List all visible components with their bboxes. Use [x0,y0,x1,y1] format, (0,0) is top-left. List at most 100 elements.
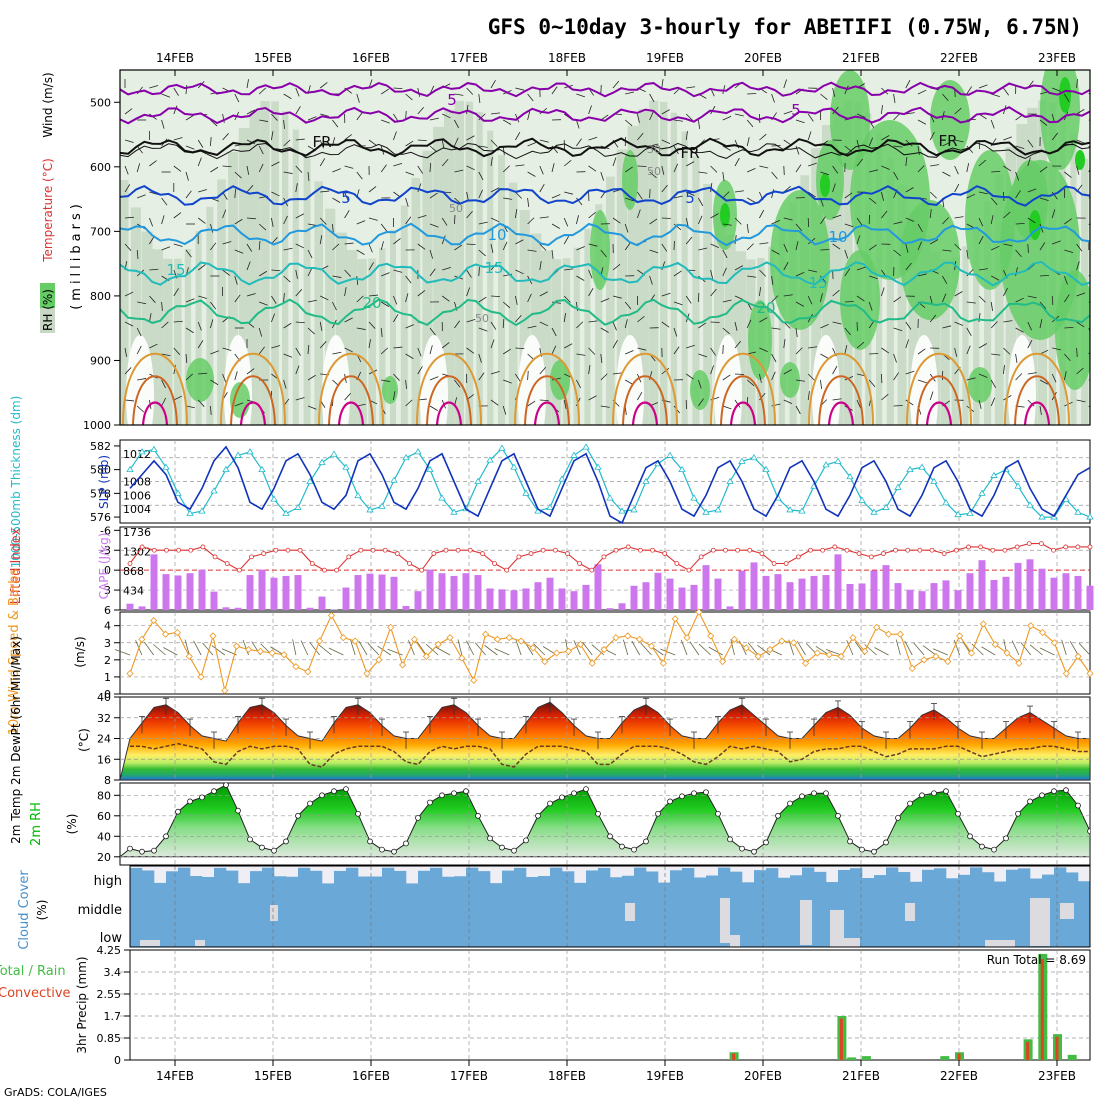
high-cloud-cell [814,871,827,893]
wind-barb [905,79,911,89]
thickness-point [798,507,806,514]
wind-barb [332,351,342,355]
wind-barb [393,391,396,401]
wind-barb [710,213,719,219]
wind-barb [600,373,608,381]
precip-panel-frame [129,949,1091,1061]
wind-barb [466,87,474,95]
rh-dry-gap [910,335,938,425]
wind-barb [929,391,934,401]
wind-barb [307,116,317,121]
rh-grey-column [368,258,376,425]
wind-barb [856,158,863,167]
axis-tick-label: 0 [104,688,111,701]
wind-barb [539,243,547,251]
lifted-index-point [808,547,813,553]
wind-barb [612,157,617,167]
wind-barb [454,320,461,329]
cape-bar [774,574,782,610]
mid-low-cloud-cell [886,893,899,947]
wind-barb [869,169,879,173]
wind-barb [527,171,536,177]
high-cloud-cell [406,883,419,893]
high-cloud-cell [538,876,551,893]
wind-barb [576,353,586,356]
wind-barb [1064,218,1072,225]
wind-barb [551,377,561,381]
rh-moist-patch [622,150,638,210]
rh-grey-column [670,112,678,425]
wind-barb [893,249,901,256]
wind-barb [417,183,422,193]
wind-barb [466,243,476,246]
thickness-point [582,443,590,450]
high-cloud-cell [502,870,515,893]
wind-barb [197,157,202,167]
surface-wind-barb [494,648,510,656]
wind-barb [771,275,774,285]
axis-tick-label: 40 [97,691,111,704]
wind-barb [966,193,976,199]
wind-barb [1076,243,1083,252]
wind-barb [929,191,937,199]
wind-barb [1003,165,1012,172]
high-cloud-cell [550,867,563,893]
thickness-point [366,506,374,513]
rh-grey-column [584,228,591,425]
cape-bar [642,582,650,610]
wind-barb [307,299,317,303]
wind-barb [685,113,693,121]
surface-wind-barb [747,642,759,656]
surface-wind-barb [309,642,320,656]
rh-grey-column [681,131,688,425]
wind-barb [954,216,964,219]
wind-barb [698,353,708,358]
contour-label: 15 [166,261,185,279]
mid-low-cloud-cell [514,893,527,947]
rh-point [607,833,613,840]
lifted-index-point [285,547,291,553]
wind-speed-point [280,651,288,659]
rh-grey-column [336,232,347,425]
rh-point [343,786,349,793]
rh-grey-column [163,258,173,425]
wind-barb [844,327,851,336]
rh-point [331,788,337,795]
wind-barb [478,171,484,181]
mid-low-cloud-cell [538,893,551,947]
rh-point [139,848,145,855]
wind-barb [1015,353,1018,363]
wind-speed-point [1074,652,1082,660]
wind-barb [746,379,755,387]
wind-speed-point [564,647,573,655]
wind-barb [600,249,607,258]
wind-barb [588,347,596,355]
wind-barb [173,137,183,141]
high-cloud-cell [742,882,755,893]
wind-barb [161,246,171,251]
wind-barb [429,268,436,277]
surface-wind-barb [573,640,581,656]
wind-barb [185,373,193,381]
wind-barb [429,192,438,199]
wind-barb [429,145,438,153]
rh-grey-column [919,235,931,425]
wind-barb [905,243,909,253]
high-cloud-cell [310,870,323,893]
wind-barb [405,140,414,147]
axis-tick-label: -6 [100,524,111,537]
wind-barb [685,236,693,245]
mid-low-cloud-cell [346,893,359,947]
wind-barb [234,371,238,381]
rh-grey-column [303,153,311,425]
wind-barb [405,216,412,225]
rh-grey-column [498,155,506,425]
wind-barb [405,171,415,176]
mid-low-cloud-cell [682,893,695,947]
wind-barb [832,321,842,325]
wind-barb [722,145,731,151]
wind-barb [283,275,291,283]
wind-barb [149,295,156,303]
precip-convective-bar [1055,1036,1059,1060]
